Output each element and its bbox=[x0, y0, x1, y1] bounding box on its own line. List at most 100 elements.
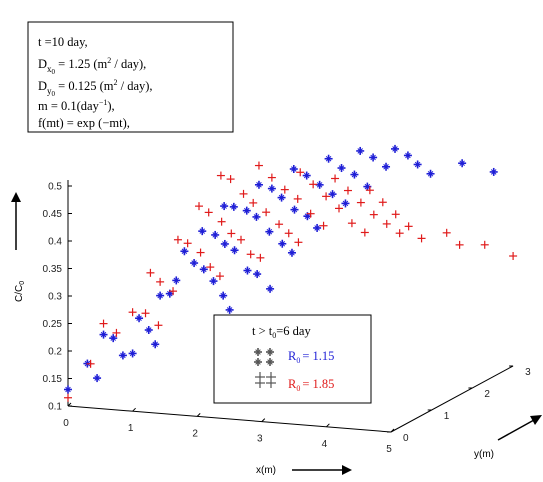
data-point bbox=[109, 334, 118, 343]
data-point bbox=[426, 169, 435, 178]
data-point bbox=[195, 202, 204, 211]
series-r185 bbox=[64, 161, 518, 402]
data-point bbox=[369, 210, 378, 219]
data-point bbox=[128, 349, 137, 358]
x-arrow-head bbox=[342, 465, 352, 475]
z-tick-label: 0.5 bbox=[48, 182, 62, 193]
data-point bbox=[86, 359, 95, 368]
data-point bbox=[206, 263, 215, 272]
y-arrow-head bbox=[530, 415, 542, 425]
legend-star-marker bbox=[254, 348, 274, 366]
x-tick-mark bbox=[67, 402, 72, 407]
series-r115 bbox=[64, 144, 498, 394]
parameter-box-frame bbox=[27, 21, 234, 133]
data-point bbox=[99, 330, 108, 339]
y-tick-label: 3 bbox=[525, 367, 531, 378]
data-point bbox=[331, 174, 340, 183]
data-point bbox=[277, 193, 286, 202]
data-point bbox=[391, 210, 400, 219]
data-point bbox=[347, 219, 356, 228]
z-tick-label: 0.3 bbox=[48, 292, 62, 303]
data-point bbox=[151, 340, 160, 349]
y-ticks: 0 1 2 3 bbox=[387, 365, 531, 444]
data-point bbox=[302, 171, 311, 180]
legend-plus-glyph bbox=[255, 372, 265, 388]
x-tick-label: 1 bbox=[128, 423, 134, 434]
legend-frame bbox=[213, 314, 372, 404]
data-point bbox=[173, 235, 182, 244]
data-point bbox=[93, 374, 102, 383]
legend-star-glyph bbox=[254, 348, 262, 356]
data-point bbox=[442, 228, 451, 237]
data-point bbox=[209, 277, 218, 286]
data-point bbox=[239, 189, 248, 198]
data-point bbox=[265, 227, 274, 236]
data-point bbox=[220, 239, 229, 248]
data-point bbox=[254, 161, 263, 170]
data-point bbox=[112, 328, 121, 337]
data-point bbox=[382, 219, 391, 228]
z-tick-label: 0.45 bbox=[43, 209, 63, 220]
data-point bbox=[246, 250, 255, 259]
legend-plus-marker bbox=[255, 372, 276, 388]
data-point bbox=[313, 223, 322, 232]
data-point bbox=[328, 190, 337, 199]
data-point bbox=[196, 248, 205, 257]
x-tick-label: 5 bbox=[386, 444, 392, 455]
data-point bbox=[293, 194, 302, 203]
data-point bbox=[391, 144, 400, 153]
data-point bbox=[280, 185, 289, 194]
x-ticks: 0 1 2 3 4 5 bbox=[63, 402, 395, 455]
x-tick-mark bbox=[132, 407, 136, 412]
param-time: t =10 day, bbox=[38, 35, 88, 49]
x-tick-label: 4 bbox=[322, 439, 328, 450]
data-point bbox=[183, 239, 192, 248]
x-axis-title: x(m) bbox=[256, 465, 352, 476]
param-function: f(mt) = exp (−mt), bbox=[38, 116, 130, 130]
data-point bbox=[458, 159, 467, 168]
data-point bbox=[99, 319, 108, 328]
data-point bbox=[369, 153, 378, 162]
data-point bbox=[135, 314, 144, 323]
data-point bbox=[289, 165, 298, 174]
x-tick-mark bbox=[326, 423, 330, 428]
data-point bbox=[256, 253, 265, 262]
legend: t > t0=6 day R0 = 1.15 R0 = 1.85 bbox=[213, 314, 372, 404]
z-ticks: 0.1 0.15 0.2 0.25 0.3 0.35 0.4 0.45 0.5 bbox=[43, 182, 72, 413]
data-point bbox=[204, 208, 213, 217]
data-point bbox=[337, 164, 346, 173]
param-dy: Dy0 = 0.125 (m2 / day), bbox=[38, 78, 153, 98]
data-point bbox=[403, 151, 412, 160]
y-tick-label: 1 bbox=[444, 411, 450, 422]
data-point bbox=[230, 246, 239, 255]
x-tick-mark bbox=[390, 428, 395, 433]
data-point bbox=[242, 206, 251, 215]
data-point bbox=[287, 248, 296, 257]
data-point bbox=[322, 192, 331, 201]
legend-star-glyph bbox=[266, 348, 274, 356]
data-point bbox=[225, 305, 234, 314]
data-point bbox=[172, 276, 181, 285]
data-point bbox=[229, 202, 238, 211]
axes bbox=[67, 180, 514, 433]
data-point bbox=[198, 227, 207, 236]
data-point bbox=[335, 204, 343, 213]
y-axis-line bbox=[390, 365, 514, 433]
z-tick-label: 0.4 bbox=[48, 237, 62, 248]
data-points bbox=[64, 144, 518, 402]
z-axis-label: C/C0 bbox=[14, 281, 26, 302]
data-point bbox=[266, 284, 275, 293]
data-point bbox=[306, 209, 315, 218]
data-point bbox=[350, 170, 359, 179]
data-point bbox=[360, 228, 369, 237]
data-point bbox=[489, 167, 498, 176]
x-tick-mark bbox=[261, 418, 266, 422]
z-axis-title: C/C0 bbox=[11, 192, 26, 302]
data-point bbox=[156, 277, 165, 286]
legend-label-r115: R0 = 1.15 bbox=[288, 349, 334, 365]
z-arrow-head bbox=[11, 192, 21, 202]
data-point bbox=[154, 321, 163, 330]
param-dx: Dx0 = 1.25 (m2 / day), bbox=[38, 56, 146, 76]
legend-star-glyph bbox=[266, 358, 274, 366]
